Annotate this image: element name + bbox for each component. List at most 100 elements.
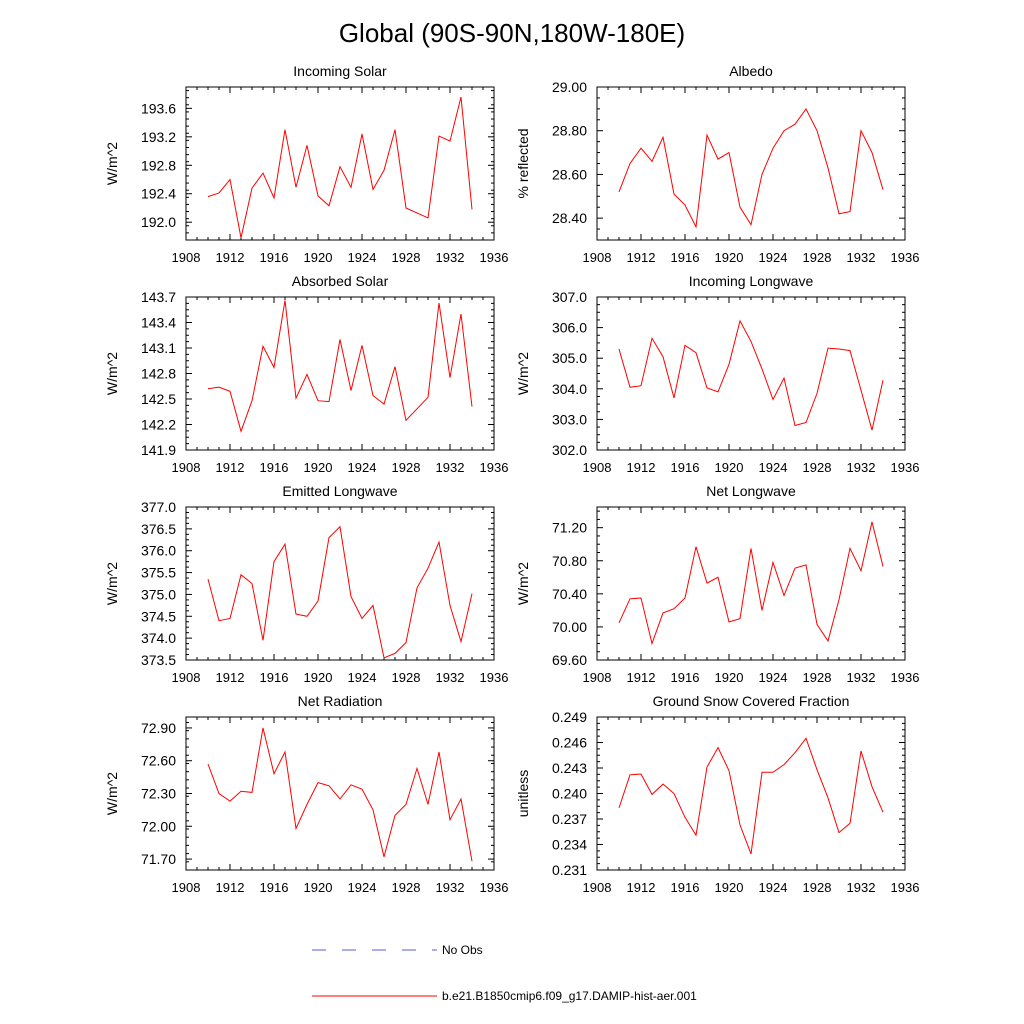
y-tick-label: 377.0: [141, 499, 176, 515]
x-tick-label: 1908: [583, 670, 612, 685]
x-tick-label: 1932: [436, 460, 465, 475]
x-tick-label: 1916: [260, 880, 289, 895]
y-tick-label: 72.30: [141, 786, 176, 802]
x-tick-label: 1920: [715, 250, 744, 265]
x-tick-label: 1916: [671, 880, 700, 895]
y-axis-label: W/m^2: [104, 562, 120, 605]
y-tick-label: 143.7: [141, 289, 176, 305]
panel-title: Albedo: [729, 63, 773, 79]
y-tick-label: 306.0: [552, 320, 587, 336]
x-tick-label: 1920: [304, 460, 333, 475]
x-tick-label: 1932: [436, 880, 465, 895]
y-tick-label: 29.00: [552, 79, 587, 95]
x-tick-label: 1924: [759, 670, 788, 685]
series-line: [618, 521, 884, 646]
y-tick-label: 305.0: [552, 350, 587, 366]
y-tick-label: 28.80: [552, 123, 587, 139]
series-line: [207, 727, 473, 862]
chart-panel: Emitted Longwave W/m^2 1908 1912 1916 1920 192…: [104, 483, 508, 685]
panel-title: Absorbed Solar: [292, 273, 389, 289]
y-tick-label: 302.0: [552, 442, 587, 458]
series-line: [618, 107, 884, 229]
x-tick-label: 1932: [847, 460, 876, 475]
y-axis-label: % reflected: [515, 128, 531, 198]
plot-frame: [185, 716, 495, 871]
x-tick-label: 1924: [348, 250, 377, 265]
x-tick-label: 1912: [216, 250, 245, 265]
x-tick-label: 1916: [260, 250, 289, 265]
y-axis-label: unitless: [515, 770, 531, 817]
panel-title: Ground Snow Covered Fraction: [653, 693, 850, 709]
plot-frame: [596, 506, 906, 661]
x-tick-label: 1916: [671, 250, 700, 265]
y-tick-label: 375.5: [141, 565, 176, 581]
x-tick-label: 1928: [803, 670, 832, 685]
y-axis-label: W/m^2: [104, 142, 120, 185]
y-tick-label: 307.0: [552, 289, 587, 305]
x-tick-label: 1924: [348, 880, 377, 895]
x-tick-label: 1936: [891, 250, 920, 265]
x-tick-label: 1928: [392, 250, 421, 265]
x-tick-label: 1928: [392, 670, 421, 685]
x-tick-label: 1924: [348, 670, 377, 685]
x-tick-label: 1912: [216, 460, 245, 475]
series-line: [207, 96, 473, 239]
y-axis-label: W/m^2: [515, 352, 531, 395]
chart-panels: Incoming Solar W/m^2 1908 1912 1916 1920 1924 1…: [104, 63, 919, 895]
x-tick-label: 1928: [803, 460, 832, 475]
x-tick-label: 1908: [172, 670, 201, 685]
x-tick-label: 1916: [260, 670, 289, 685]
plot-frame: [596, 86, 906, 241]
y-tick-label: 374.5: [141, 608, 176, 624]
x-tick-label: 1916: [671, 460, 700, 475]
x-tick-label: 1916: [260, 460, 289, 475]
plot-frame: [596, 716, 906, 871]
x-tick-label: 1908: [583, 460, 612, 475]
y-tick-label: 70.80: [552, 553, 587, 569]
x-tick-label: 1908: [172, 250, 201, 265]
x-tick-label: 1924: [759, 250, 788, 265]
legend-obs-label: No Obs: [442, 943, 483, 957]
x-tick-label: 1912: [627, 460, 656, 475]
x-tick-label: 1908: [172, 460, 201, 475]
x-tick-label: 1920: [304, 670, 333, 685]
y-tick-label: 192.8: [141, 157, 176, 173]
y-axis-label: W/m^2: [104, 352, 120, 395]
y-tick-label: 143.1: [141, 340, 176, 356]
x-tick-label: 1928: [803, 880, 832, 895]
y-tick-label: 143.4: [141, 315, 176, 331]
chart-panel: Incoming Longwave W/m^2 1908 1912 1916 1920 19…: [515, 273, 919, 475]
y-tick-label: 28.40: [552, 210, 587, 226]
y-tick-label: 72.90: [141, 720, 176, 736]
x-tick-label: 1928: [392, 880, 421, 895]
plot-frame: [185, 86, 495, 241]
x-tick-label: 1920: [715, 670, 744, 685]
series-line: [618, 319, 884, 431]
y-tick-label: 374.0: [141, 630, 176, 646]
y-axis-label: W/m^2: [515, 562, 531, 605]
x-tick-label: 1928: [392, 460, 421, 475]
y-tick-label: 0.234: [552, 837, 587, 853]
x-tick-label: 1908: [583, 880, 612, 895]
plot-frame: [185, 506, 495, 661]
chart-panel: Absorbed Solar W/m^2 1908 1912 1916 1920 1924 1…: [104, 273, 508, 475]
series-line: [618, 737, 884, 855]
x-tick-label: 1912: [627, 250, 656, 265]
y-tick-label: 193.6: [141, 100, 176, 116]
y-tick-label: 70.40: [552, 586, 587, 602]
x-tick-label: 1936: [480, 460, 509, 475]
y-tick-label: 193.2: [141, 129, 176, 145]
y-tick-label: 142.5: [141, 391, 176, 407]
x-tick-label: 1936: [891, 670, 920, 685]
y-tick-label: 0.246: [552, 735, 587, 751]
x-tick-label: 1912: [216, 670, 245, 685]
y-tick-label: 0.231: [552, 862, 587, 878]
y-tick-label: 304.0: [552, 381, 587, 397]
legend: No Obs b.e21.B1850cmip6.f09_g17.DAMIP-hi…: [312, 943, 697, 1003]
y-tick-label: 303.0: [552, 411, 587, 427]
figure-title: Global (90S-90N,180W-180E): [339, 18, 685, 48]
x-tick-label: 1920: [715, 880, 744, 895]
x-tick-label: 1924: [759, 460, 788, 475]
legend-model-label: b.e21.B1850cmip6.f09_g17.DAMIP-hist-aer.…: [442, 989, 697, 1003]
